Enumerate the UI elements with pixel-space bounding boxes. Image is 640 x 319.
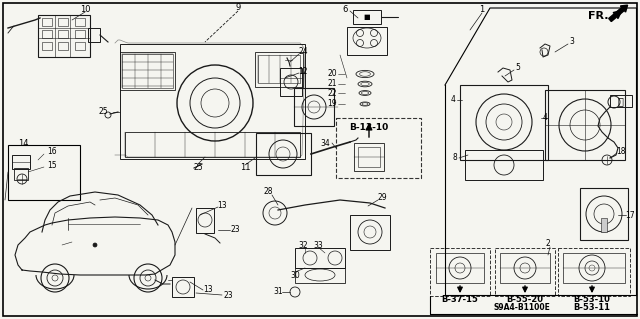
Text: 30: 30	[290, 271, 300, 279]
Text: 31: 31	[273, 287, 283, 296]
Bar	[353, 10, 381, 24]
Bar	[42, 30, 52, 38]
Bar	[256, 133, 311, 175]
Bar	[495, 248, 555, 296]
Text: 16: 16	[47, 147, 57, 157]
Text: 24: 24	[298, 48, 308, 56]
Bar	[58, 30, 68, 38]
Text: S9A4-B1100E: S9A4-B1100E	[493, 303, 550, 313]
Text: 2: 2	[546, 240, 550, 249]
Text: 21: 21	[328, 79, 337, 88]
Text: 11: 11	[240, 164, 250, 173]
Bar	[336, 118, 421, 178]
Bar	[42, 42, 52, 50]
Text: 19: 19	[328, 100, 337, 108]
Text: 29: 29	[377, 194, 387, 203]
Bar	[358, 147, 380, 167]
Bar	[465, 150, 543, 180]
Text: 10: 10	[80, 4, 90, 13]
Bar	[75, 42, 85, 50]
Bar	[58, 42, 68, 50]
Bar	[294, 88, 334, 126]
Bar	[563, 253, 625, 283]
Text: B-55-20: B-55-20	[506, 295, 543, 305]
Text: 32: 32	[298, 241, 308, 249]
Bar	[280, 68, 302, 96]
Text: 🔑: 🔑	[617, 96, 623, 106]
Bar	[558, 248, 630, 296]
Text: 5: 5	[516, 63, 520, 72]
Text: B-53-10: B-53-10	[573, 295, 611, 305]
Bar	[610, 95, 632, 107]
Text: 4: 4	[543, 114, 547, 122]
Text: 20: 20	[328, 70, 337, 78]
Bar	[88, 28, 100, 42]
FancyArrow shape	[609, 5, 628, 21]
Bar	[354, 143, 384, 171]
Text: 13: 13	[217, 201, 227, 210]
Bar	[75, 30, 85, 38]
Bar	[125, 132, 300, 157]
Bar	[42, 18, 52, 26]
Bar	[12, 155, 30, 169]
Bar	[120, 44, 305, 159]
Text: 6: 6	[342, 4, 348, 13]
Text: 13: 13	[203, 286, 213, 294]
Bar	[38, 15, 90, 57]
Text: 25: 25	[98, 108, 108, 116]
Bar	[58, 18, 68, 26]
Text: 15: 15	[47, 160, 57, 169]
Text: 23: 23	[223, 291, 233, 300]
Text: 14: 14	[18, 138, 29, 147]
Text: 33: 33	[313, 241, 323, 249]
Text: 3: 3	[570, 38, 575, 47]
Bar	[14, 168, 28, 180]
Bar	[255, 52, 303, 87]
Bar	[75, 18, 85, 26]
Bar	[122, 54, 173, 88]
Bar	[258, 55, 300, 83]
Text: 9: 9	[236, 4, 241, 12]
Bar	[295, 268, 345, 283]
Text: 4: 4	[451, 95, 456, 105]
Bar	[460, 85, 548, 160]
Text: 34: 34	[320, 138, 330, 147]
Bar	[347, 27, 387, 55]
Text: 12: 12	[298, 68, 308, 77]
Bar	[430, 248, 490, 296]
Circle shape	[93, 243, 97, 247]
Bar	[172, 277, 194, 297]
Bar	[500, 253, 550, 283]
Bar	[196, 208, 214, 233]
Bar	[545, 90, 625, 160]
Text: 22: 22	[328, 88, 337, 98]
Bar	[580, 188, 628, 240]
Text: 1: 1	[479, 5, 484, 14]
Text: 18: 18	[616, 147, 626, 157]
Text: 28: 28	[263, 188, 273, 197]
Text: 17: 17	[625, 211, 635, 219]
Text: B-13-10: B-13-10	[349, 122, 388, 131]
Text: B-53-11: B-53-11	[573, 303, 611, 313]
Bar	[601, 218, 607, 232]
Bar	[120, 52, 175, 90]
Text: 8: 8	[452, 153, 458, 162]
Text: 25: 25	[193, 162, 203, 172]
Bar	[8, 145, 80, 200]
Text: ■: ■	[364, 14, 371, 20]
Bar	[295, 248, 345, 268]
Text: B-37-15: B-37-15	[442, 295, 479, 305]
Bar	[350, 215, 390, 250]
Text: 23: 23	[230, 226, 240, 234]
Bar	[436, 253, 484, 283]
Text: FR.: FR.	[588, 11, 608, 21]
